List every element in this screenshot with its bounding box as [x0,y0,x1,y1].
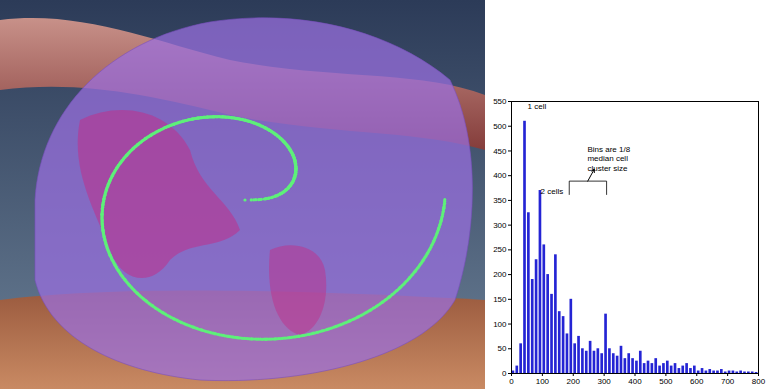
svg-text:450: 450 [493,147,507,156]
svg-text:700: 700 [721,377,735,386]
svg-text:0: 0 [509,377,514,386]
svg-text:2 cells: 2 cells [541,187,564,196]
svg-text:Bins are 1/8median cellcluster: Bins are 1/8median cellcluster size [587,145,630,172]
svg-text:300: 300 [493,221,507,230]
svg-text:500: 500 [493,122,507,131]
svg-text:0: 0 [502,369,507,378]
svg-text:400: 400 [493,171,507,180]
svg-text:1 cell: 1 cell [528,102,547,111]
svg-text:50: 50 [498,344,507,353]
svg-text:200: 200 [567,377,581,386]
svg-text:100: 100 [536,377,550,386]
svg-text:350: 350 [493,196,507,205]
svg-text:200: 200 [493,270,507,279]
svg-text:800: 800 [752,377,766,386]
svg-text:550: 550 [493,97,507,106]
svg-text:300: 300 [597,377,611,386]
svg-text:500: 500 [659,377,673,386]
svg-text:600: 600 [690,377,704,386]
svg-text:100: 100 [493,320,507,329]
svg-text:250: 250 [493,245,507,254]
svg-text:150: 150 [493,295,507,304]
svg-text:400: 400 [628,377,642,386]
